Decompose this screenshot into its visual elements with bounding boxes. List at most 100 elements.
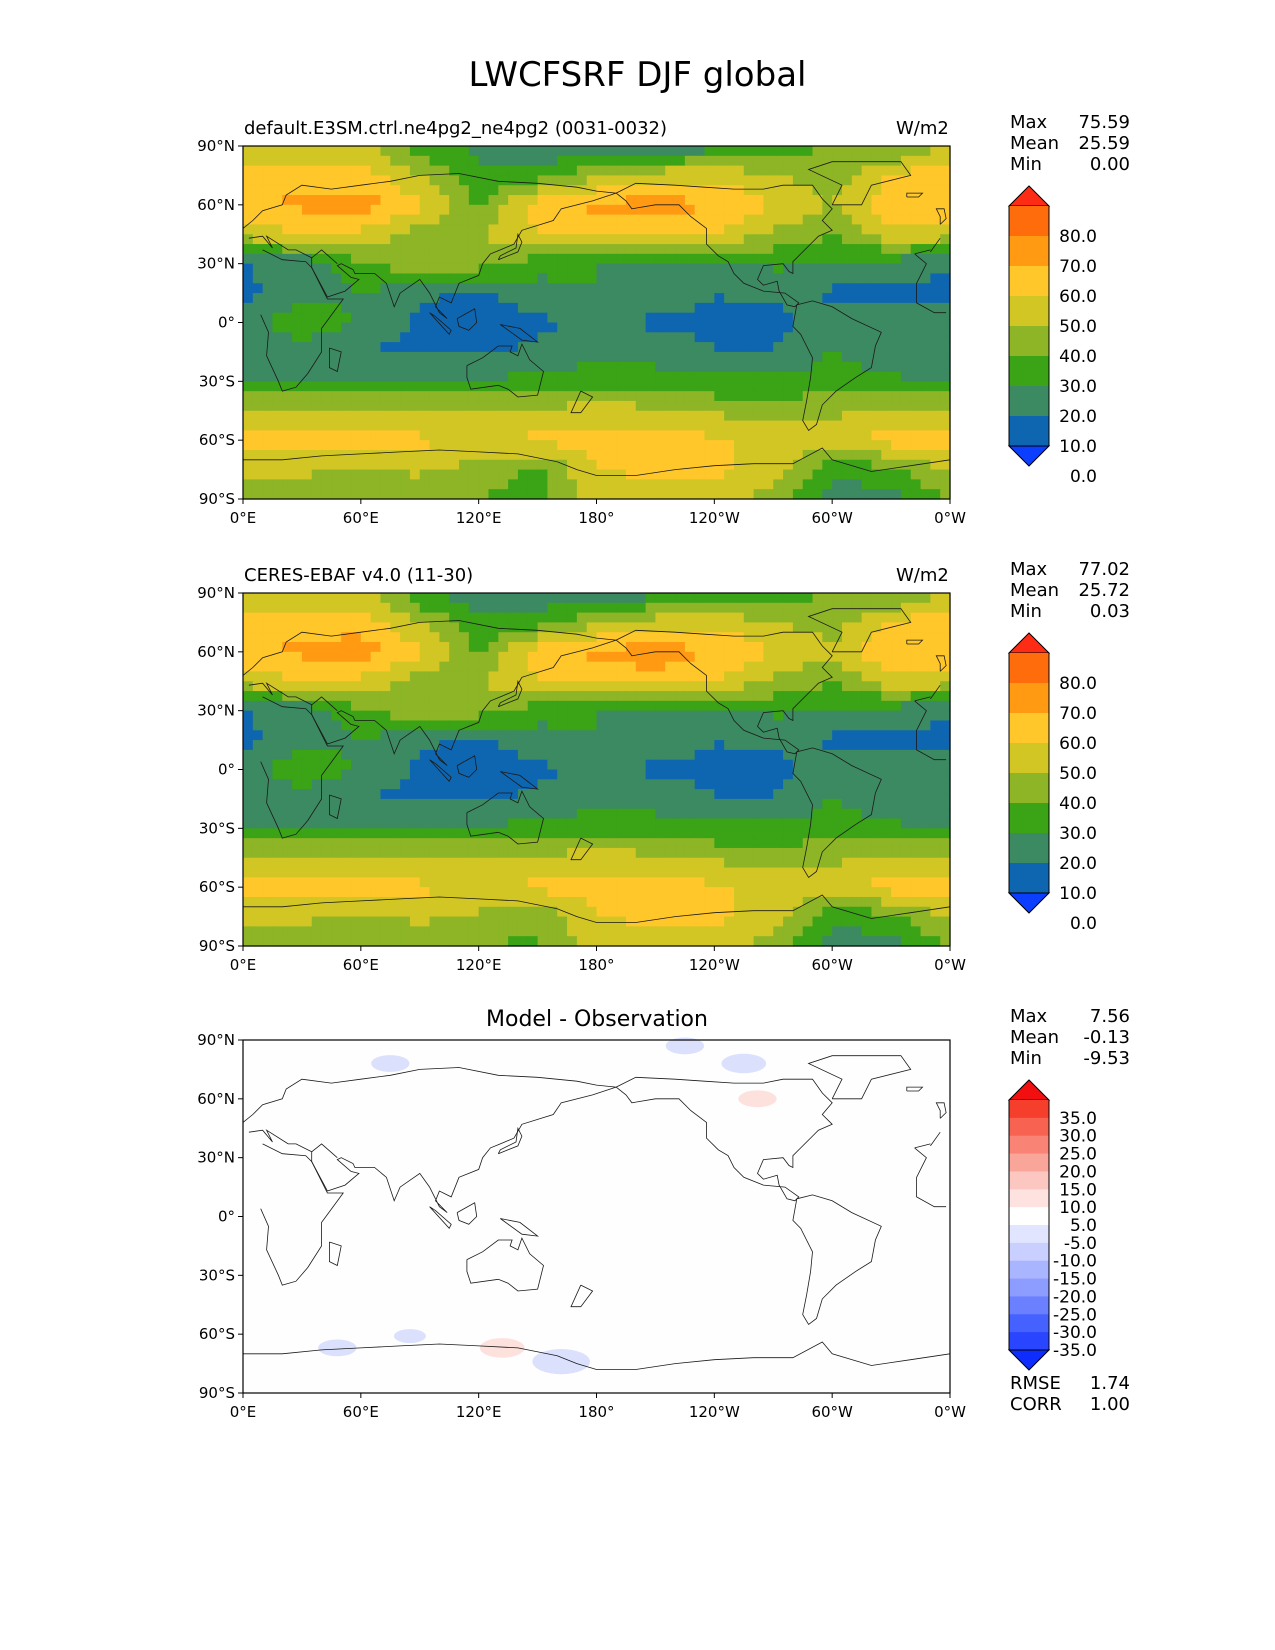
field-cell xyxy=(753,828,765,839)
field-cell xyxy=(321,710,332,722)
field-cell xyxy=(743,263,755,275)
field-cell xyxy=(468,253,480,265)
field-cell xyxy=(743,710,755,722)
field-cell xyxy=(468,847,480,859)
field-cell xyxy=(252,165,264,177)
field-cell xyxy=(292,459,303,471)
field-cell xyxy=(714,867,725,878)
field-cell xyxy=(243,730,254,741)
field-cell xyxy=(606,622,617,633)
field-cell xyxy=(429,857,440,869)
field-cell xyxy=(282,857,293,869)
field-cell xyxy=(370,749,382,761)
lat-tick-label: 30°S xyxy=(199,372,235,390)
field-cell xyxy=(940,789,951,800)
field-cell xyxy=(930,867,941,878)
field-cell xyxy=(704,857,715,869)
field-cell xyxy=(478,430,490,441)
field-cell xyxy=(301,234,313,245)
field-cell xyxy=(783,612,794,624)
field-cell xyxy=(517,165,529,177)
field-cell xyxy=(301,867,313,878)
field-cell xyxy=(488,789,499,800)
field-cell xyxy=(419,322,431,333)
field-cell xyxy=(331,420,342,431)
field-cell xyxy=(243,263,254,275)
field-cell xyxy=(370,165,382,177)
field-cell xyxy=(468,351,480,363)
field-cell xyxy=(694,322,706,333)
field-cell xyxy=(900,593,912,604)
field-cell xyxy=(498,361,509,373)
field-cell xyxy=(478,720,490,731)
field-cell xyxy=(409,312,421,324)
field-cell xyxy=(714,361,725,373)
field-cell xyxy=(724,877,735,888)
field-cell xyxy=(409,896,421,908)
field-cell xyxy=(380,671,391,682)
field-cell xyxy=(812,700,823,712)
field-cell xyxy=(900,293,912,304)
field-cell xyxy=(783,234,794,245)
field-cell xyxy=(360,273,372,284)
field-cell xyxy=(468,681,480,692)
colorbar-segment xyxy=(1009,386,1049,417)
field-cell xyxy=(449,244,460,255)
colorbar-segment xyxy=(1009,326,1049,357)
field-cell xyxy=(508,410,519,422)
field-cell xyxy=(753,146,765,157)
field-cell xyxy=(567,263,578,275)
field-cell xyxy=(783,322,794,333)
field-cell xyxy=(439,808,450,820)
field-cell xyxy=(763,612,774,624)
field-cell xyxy=(910,661,922,673)
field-cell xyxy=(243,204,254,216)
field-cell xyxy=(635,489,647,500)
field-cell xyxy=(822,273,833,284)
field-cell xyxy=(419,361,431,373)
field-cell xyxy=(517,204,529,216)
field-cell xyxy=(625,887,637,898)
field-cell xyxy=(547,789,558,800)
field-cell xyxy=(459,420,470,431)
field-cell xyxy=(733,430,745,441)
field-cell xyxy=(684,283,696,294)
field-cell xyxy=(282,440,293,451)
field-cell xyxy=(439,710,450,722)
field-cell xyxy=(527,602,539,614)
field-cell xyxy=(635,828,647,839)
field-cell xyxy=(262,253,274,265)
field-cell xyxy=(753,342,765,353)
field-cell xyxy=(616,857,627,869)
field-cell xyxy=(262,175,274,186)
field-cell xyxy=(400,293,411,304)
field-cell xyxy=(508,612,519,624)
field-cell xyxy=(900,642,912,653)
field-cell xyxy=(390,828,401,839)
field-cell xyxy=(724,720,735,731)
field-cell xyxy=(616,789,627,800)
field-cell xyxy=(920,691,931,702)
field-cell xyxy=(881,681,892,692)
field-cell xyxy=(370,632,382,643)
field-cell xyxy=(910,165,922,177)
field-cell xyxy=(910,234,922,245)
field-cell xyxy=(635,651,647,663)
field-cell xyxy=(331,808,342,820)
field-cell xyxy=(625,400,637,412)
field-cell xyxy=(508,185,519,196)
field-cell xyxy=(449,887,460,898)
field-cell xyxy=(419,420,431,431)
field-cell xyxy=(616,204,627,216)
field-cell xyxy=(449,759,460,771)
field-cell xyxy=(822,381,833,392)
field-cell xyxy=(812,887,823,898)
field-cell xyxy=(665,818,676,829)
field-cell xyxy=(675,691,686,702)
field-cell xyxy=(822,789,833,800)
field-cell xyxy=(920,449,931,461)
field-cell xyxy=(753,410,765,422)
field-cell xyxy=(498,479,509,490)
field-cell xyxy=(380,244,391,255)
field-cell xyxy=(567,681,578,692)
